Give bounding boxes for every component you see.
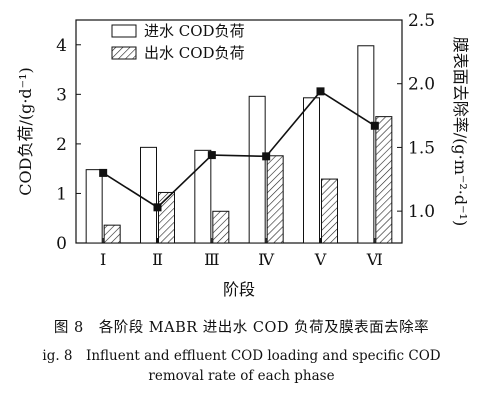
- bar-effluent: [158, 191, 175, 244]
- bar-influent: [140, 146, 157, 244]
- y2-axis-tick-label: 2.0: [408, 75, 435, 95]
- bar-influent: [85, 169, 103, 244]
- plot-area: 0 1 2 3 4 1.0 1.5 2.0 2.5 Ⅰ Ⅱ Ⅲ Ⅳ Ⅴ Ⅵ COD负荷/(g·d⁻¹) 膜表面去…: [16, 11, 470, 299]
- y2-axis-tick-label: 1.0: [408, 202, 435, 222]
- bar-effluent: [103, 224, 121, 244]
- y-axis-title: COD负荷/(g·d⁻¹): [16, 67, 35, 196]
- y-axis-tick-label: 3: [56, 85, 67, 105]
- figure-caption-chinese: 图 8 各阶段 MABR 进出水 COD 负荷及膜表面去除率: [53, 320, 430, 336]
- bar-influent: [357, 45, 375, 244]
- removal-rate-point: [99, 168, 108, 177]
- removal-rate-point: [370, 121, 379, 130]
- removal-rate-point: [316, 87, 325, 96]
- legend-label-influent: 进水 COD负荷: [144, 22, 245, 40]
- y2-axis-tick-label: 1.5: [408, 138, 435, 158]
- bar-influent: [303, 97, 320, 244]
- y-axis-tick-label: 2: [56, 135, 67, 155]
- y2-axis-title: 膜表面去除率/(g·m⁻²·d⁻¹): [451, 37, 470, 226]
- removal-rate-line: [102, 90, 376, 209]
- x-axis-tick-label: Ⅱ: [152, 250, 163, 269]
- x-axis-tick-label: Ⅳ: [258, 250, 275, 269]
- removal-rate-point: [207, 151, 216, 160]
- bar-influent: [194, 149, 212, 244]
- x-axis-tick-label: Ⅰ: [100, 250, 106, 269]
- y-axis-tick-label: 4: [56, 36, 67, 56]
- plot-frame: [75, 19, 403, 244]
- removal-rate-point: [153, 203, 162, 212]
- y2-axis-tick-label: 2.5: [408, 11, 435, 31]
- bar-effluent: [375, 116, 393, 244]
- figure-caption-english-line2: removal rate of each phase: [148, 368, 335, 384]
- legend-swatch-influent: [111, 24, 137, 38]
- x-axis-tick-label: Ⅴ: [314, 250, 327, 269]
- legend-label-effluent: 出水 COD负荷: [144, 44, 245, 62]
- figure-caption-english-line1: ig. 8 Influent and effluent COD loading …: [42, 348, 441, 364]
- x-axis-tick-label: Ⅵ: [366, 250, 383, 269]
- bar-effluent: [321, 178, 338, 244]
- legend-swatch-effluent: [111, 46, 137, 60]
- x-axis-title: 阶段: [223, 280, 255, 299]
- removal-rate-point: [262, 152, 271, 161]
- bar-effluent: [266, 155, 284, 244]
- y-axis-tick-label: 1: [56, 184, 67, 204]
- x-axis-tick-label: Ⅲ: [204, 250, 219, 269]
- chart: 0 1 2 3 4 1.0 1.5 2.0 2.5 Ⅰ Ⅱ Ⅲ Ⅳ Ⅴ Ⅵ COD负荷/(g·d⁻¹) 膜表面去…: [16, 11, 470, 299]
- y-axis-tick-label: 0: [56, 234, 67, 254]
- bar-influent: [248, 95, 266, 244]
- bar-effluent: [212, 210, 230, 244]
